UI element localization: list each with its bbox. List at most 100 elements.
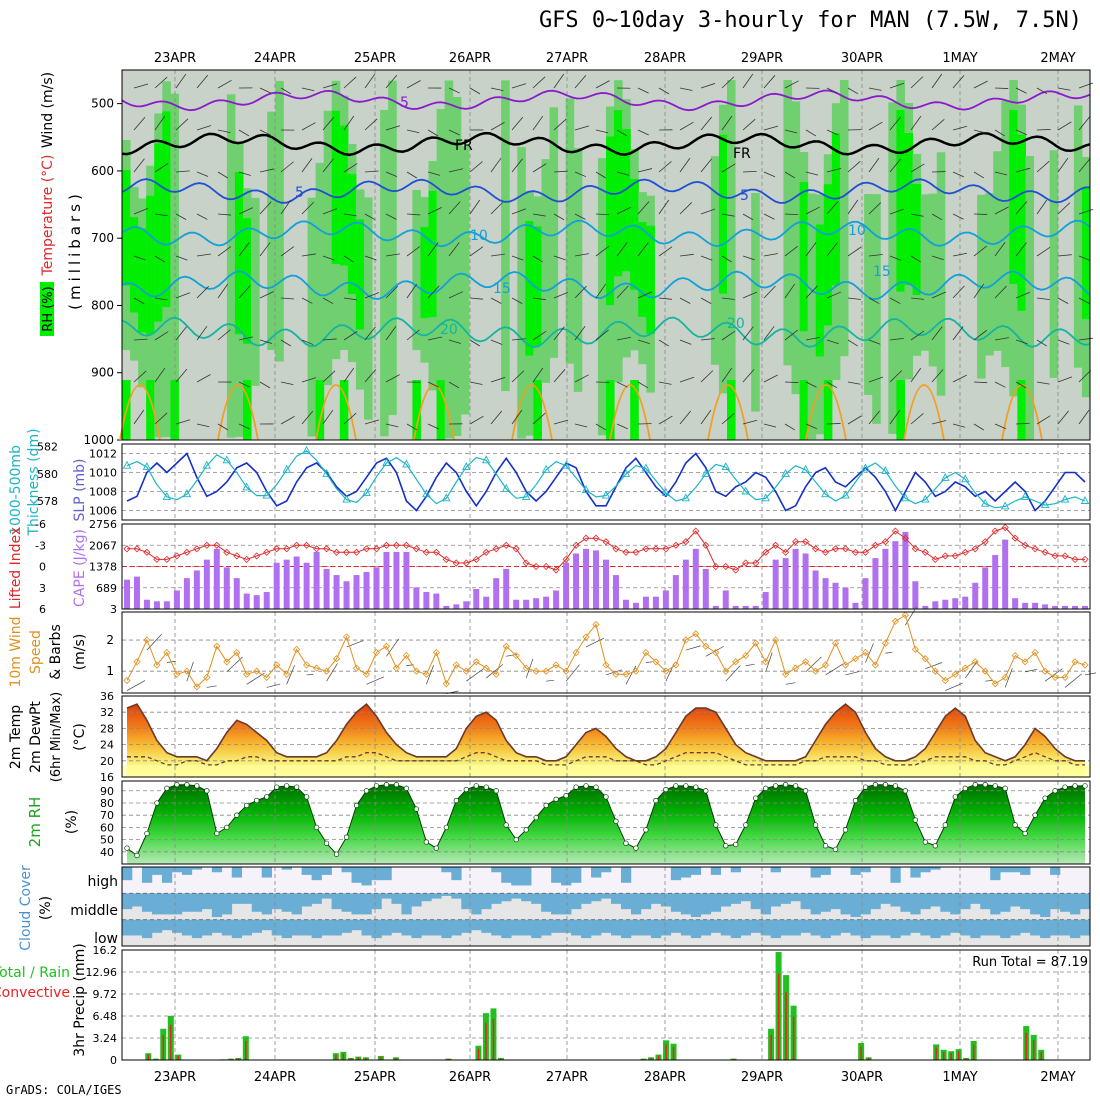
wind-barb	[553, 291, 569, 299]
wind-barb	[427, 171, 441, 176]
wind-barb	[280, 199, 292, 215]
rh-mid-band	[872, 194, 881, 424]
cape-bar	[443, 605, 450, 609]
wind-speed-point	[352, 664, 361, 672]
wind-barb	[427, 381, 439, 388]
rh-mid-band	[993, 151, 1002, 351]
precip-convective-bar	[942, 1051, 945, 1060]
wind-speed-point	[792, 664, 800, 672]
precip-convective-bar	[335, 1054, 337, 1060]
cape-bar	[802, 553, 809, 609]
precip-convective-bar	[657, 1055, 660, 1060]
wind-barb	[745, 663, 755, 666]
cloud-cover-bar	[341, 919, 352, 933]
cloud-cover-bar	[541, 893, 552, 912]
wind-barb	[385, 423, 399, 428]
wind-barb	[595, 283, 607, 299]
cloud-cover-bar	[371, 919, 382, 939]
wind-barb	[1078, 297, 1090, 304]
cloud-cover-bar	[241, 919, 253, 936]
cape-bar	[163, 601, 170, 609]
cloud-cover-bar	[680, 867, 692, 878]
thickness-point	[881, 466, 890, 475]
lifted-index-point	[193, 545, 201, 553]
rh-mid-band	[364, 197, 373, 420]
cloud-cover-bar	[401, 919, 412, 936]
wind-speed-point	[642, 648, 650, 657]
cape-bar	[573, 553, 580, 609]
rh-high-band	[1081, 186, 1091, 320]
wind-barb	[685, 645, 701, 651]
cape-bar	[303, 562, 310, 609]
wind-barb	[847, 339, 858, 347]
wind-barb	[532, 297, 546, 301]
cape-bar	[702, 568, 709, 609]
cape-bar	[722, 590, 729, 609]
lifted-index-point	[532, 562, 540, 571]
wind-barb	[658, 87, 670, 95]
wind-speed-point	[1011, 652, 1019, 660]
thickness-point	[242, 482, 251, 491]
wind-barb	[910, 330, 925, 341]
rh-tick-label: 80	[100, 797, 114, 810]
cloud-cover-bar	[531, 893, 542, 904]
cape-bar	[812, 570, 819, 609]
rh-mid-band	[1001, 100, 1010, 368]
rh-tick-label: 70	[100, 809, 114, 822]
cloud-cover-bar	[750, 919, 761, 933]
wind-barb	[889, 255, 902, 261]
wind-barb	[994, 171, 1008, 176]
wind-barb	[217, 423, 229, 431]
cloud-cover-bar	[191, 919, 203, 939]
lifted-index-point	[622, 548, 630, 556]
precip-convective-bar	[245, 1040, 247, 1060]
millibars-axis-label: (millibars)	[66, 190, 84, 310]
wind-barb	[595, 245, 610, 257]
cloud-cover-bar	[221, 893, 233, 915]
rh-high-band	[646, 225, 655, 335]
date-label-bottom: 28APR	[644, 1070, 686, 1085]
rh-tick-label: 40	[100, 846, 114, 859]
wind-barb	[511, 158, 523, 173]
cloud-cover-bar	[900, 893, 911, 912]
wind-barb	[322, 297, 334, 305]
precip-convective-bar	[155, 1058, 157, 1060]
precip-convective-bar	[170, 1024, 172, 1060]
wind-barb	[1036, 199, 1048, 215]
cape-bar	[193, 570, 200, 609]
cloud-cover-bar	[571, 919, 582, 936]
wind-barb	[705, 645, 724, 657]
date-label-top: 28APR	[644, 51, 686, 66]
temperature-axis-label-1: 2m Temp	[8, 705, 24, 769]
thickness-point	[561, 460, 571, 469]
rh-point	[254, 797, 260, 804]
wind-speed-point	[402, 652, 410, 660]
wind-barb	[565, 664, 580, 682]
cloud-cover-bar	[620, 893, 632, 910]
wind-barb	[426, 665, 434, 685]
lifted-index-point	[552, 566, 560, 574]
cape-bar	[652, 596, 659, 609]
rh-point	[932, 843, 938, 849]
wind-barb	[1025, 668, 1038, 673]
thickness-point	[142, 462, 152, 471]
wind-speed-point	[183, 667, 191, 675]
cloud-cover-bar	[231, 893, 243, 904]
wind-barb	[259, 129, 271, 136]
wind-barb	[364, 368, 377, 383]
wind-barb	[238, 381, 250, 388]
lifted-index-point	[372, 545, 381, 553]
cloud-cover-bar	[581, 919, 592, 939]
cloud-cover-bar	[551, 867, 562, 883]
wind-barb	[742, 73, 754, 89]
lifted-index-point	[602, 538, 610, 546]
wind-barb	[1015, 339, 1028, 345]
cloud-cover-bar	[261, 919, 272, 931]
wind-barb	[175, 326, 187, 341]
lifted-index-point	[901, 534, 909, 542]
wind-tick-label: 1	[106, 664, 114, 678]
wind-speed-point	[622, 670, 630, 678]
cloud-cover-bar	[750, 893, 761, 910]
cape-bar	[852, 602, 859, 609]
wind-speed-point	[722, 667, 730, 675]
